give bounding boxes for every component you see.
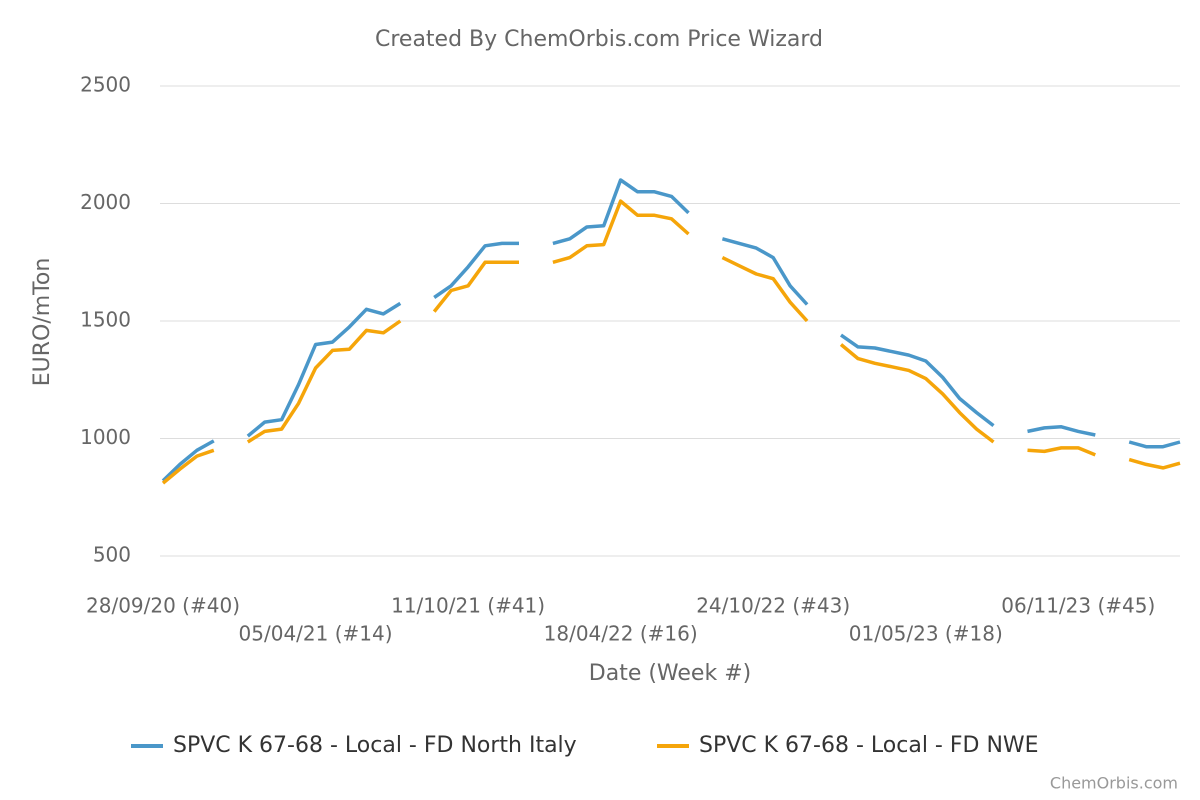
x-tick-label: 18/04/22 (#16)	[544, 622, 698, 646]
x-axis-title: Date (Week #)	[589, 661, 751, 686]
legend-label: SPVC K 67-68 - Local - FD NWE	[699, 733, 1039, 758]
y-axis-title: EURO/mTon	[30, 258, 55, 387]
y-tick-label: 1500	[80, 308, 131, 332]
y-tick-label: 1000	[80, 425, 131, 449]
x-tick-label: 24/10/22 (#43)	[696, 594, 850, 618]
y-tick-label: 2500	[80, 73, 131, 97]
x-tick-label: 05/04/21 (#14)	[239, 622, 393, 646]
chart-title: Created By ChemOrbis.com Price Wizard	[375, 27, 823, 52]
y-tick-label: 2000	[80, 190, 131, 214]
y-tick-label: 500	[93, 543, 131, 567]
legend-label: SPVC K 67-68 - Local - FD North Italy	[173, 733, 577, 758]
x-tick-label: 01/05/23 (#18)	[849, 622, 1003, 646]
x-tick-label: 11/10/21 (#41)	[391, 594, 545, 618]
series-line	[161, 199, 1181, 485]
x-tick-label: 06/11/23 (#45)	[1001, 594, 1155, 618]
series-line	[161, 178, 1181, 483]
x-tick-label: 28/09/20 (#40)	[86, 594, 240, 618]
credit: ChemOrbis.com	[1050, 774, 1178, 793]
